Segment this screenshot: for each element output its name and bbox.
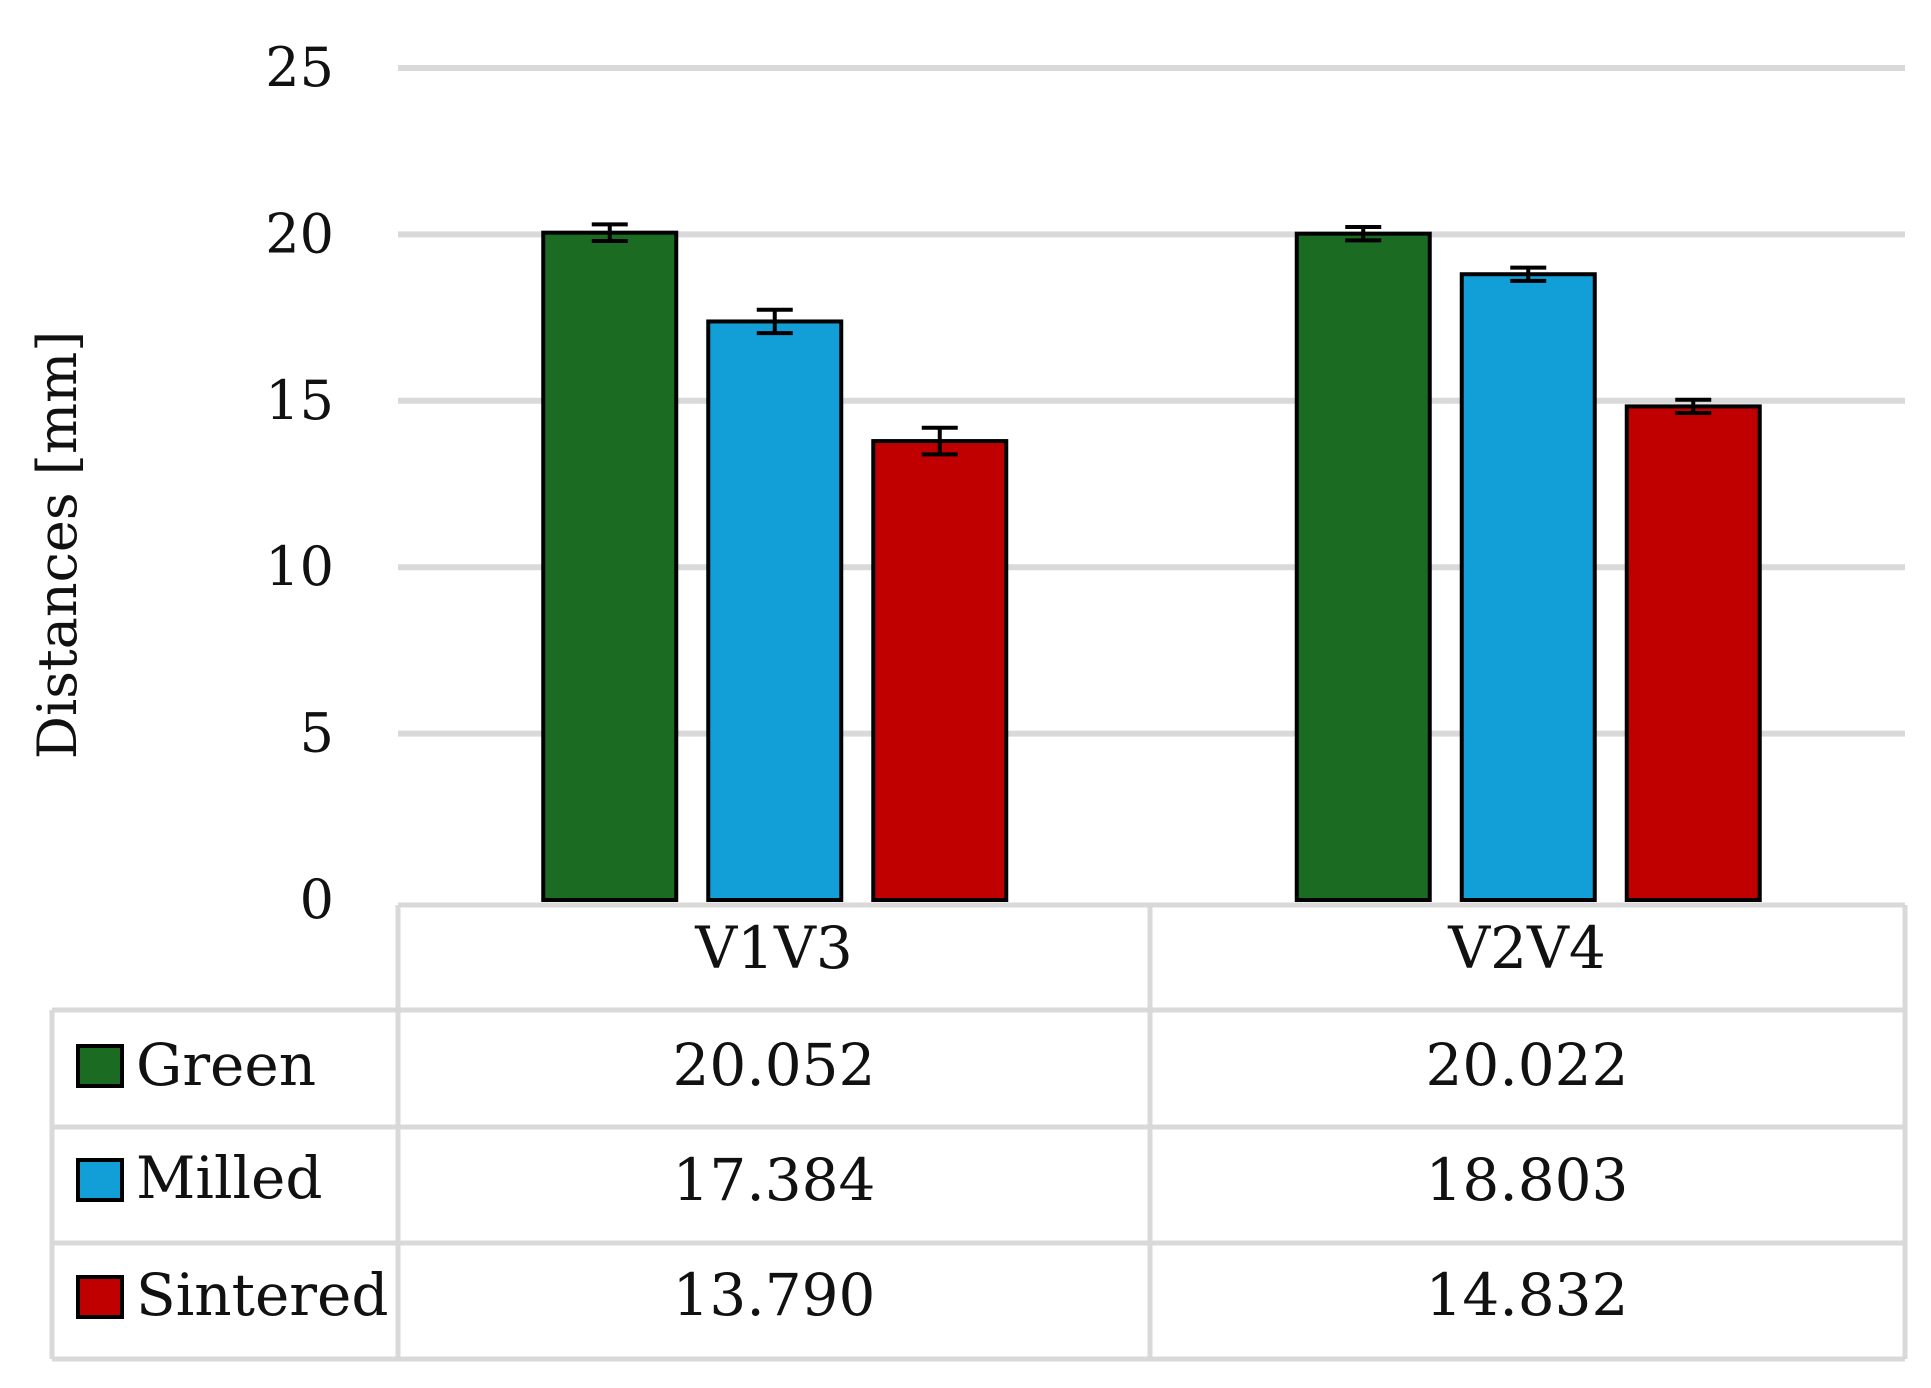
data-table: V1V3 V2V4 Green Milled Sintered 20.052 2… (49, 902, 1908, 1362)
bar-green-v2v4 (1294, 231, 1432, 902)
bar-sintered-v2v4 (1624, 404, 1762, 902)
legend-swatch-sintered (76, 1275, 124, 1319)
table-cell-milled-v1v3: 17.384 (673, 1146, 876, 1214)
bars (541, 222, 1762, 902)
error-bar-sintered-v2v4 (1675, 397, 1712, 416)
error-bar-green-v2v4 (1345, 225, 1382, 243)
y-tick-label-15: 15 (265, 369, 334, 432)
y-tick-label-25: 25 (265, 36, 334, 99)
category-label-v2v4: V2V4 (1447, 914, 1606, 982)
legend-label-green: Green (136, 1031, 316, 1099)
error-bar-milled-v2v4 (1510, 265, 1547, 283)
legend-label-milled: Milled (136, 1144, 323, 1212)
legend-label-sintered: Sintered (136, 1261, 388, 1329)
legend-swatch-green (76, 1044, 124, 1088)
error-bar-green-v1v3 (591, 222, 628, 243)
category-label-v1v3: V1V3 (694, 914, 853, 982)
y-tick-label-20: 20 (265, 202, 334, 265)
error-bar-milled-v1v3 (756, 307, 793, 336)
table-cell-milled-v2v4: 18.803 (1426, 1146, 1629, 1214)
table-cell-sintered-v2v4: 14.832 (1426, 1261, 1629, 1329)
error-bar-sintered-v1v3 (921, 425, 958, 457)
y-axis-ticks: 0 5 10 15 20 25 (265, 36, 334, 931)
table-grid (49, 902, 1908, 1362)
y-axis-label: Distances [mm] (26, 331, 89, 760)
bar-milled-v2v4 (1459, 272, 1597, 902)
y-tick-label-5: 5 (300, 702, 334, 765)
y-tick-label-10: 10 (265, 535, 334, 598)
bar-milled-v1v3 (706, 319, 844, 902)
legend-swatch-milled (76, 1158, 124, 1202)
bar-sintered-v1v3 (871, 439, 1009, 902)
table-cell-green-v2v4: 20.022 (1426, 1031, 1629, 1099)
bar-green-v1v3 (541, 230, 679, 902)
y-tick-label-0: 0 (300, 868, 334, 931)
table-cell-green-v1v3: 20.052 (673, 1031, 876, 1099)
table-cell-sintered-v1v3: 13.790 (673, 1261, 876, 1329)
